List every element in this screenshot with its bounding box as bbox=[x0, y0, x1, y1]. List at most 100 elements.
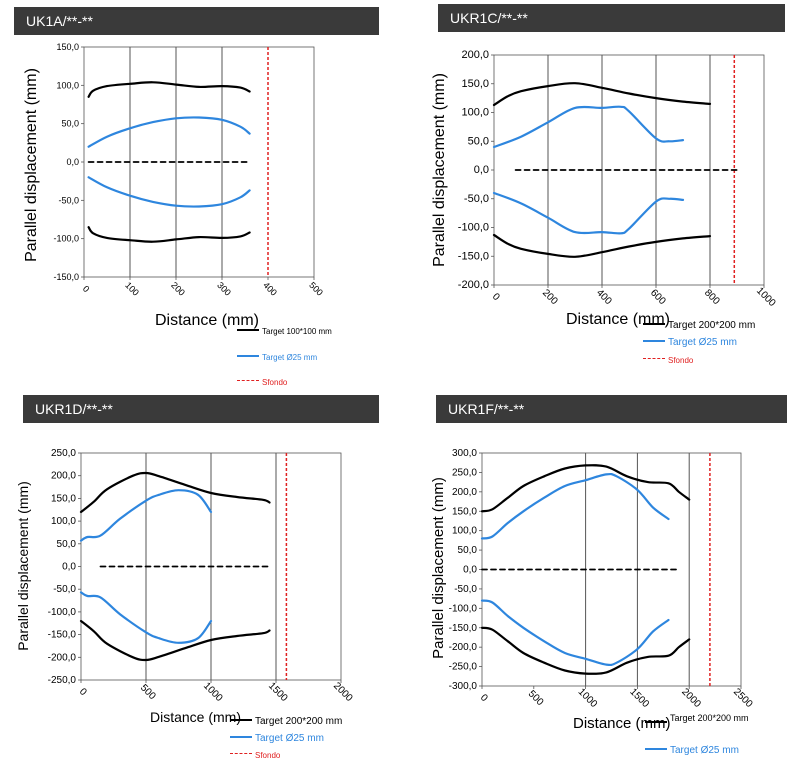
y-axis-label: Parallel displacement (mm) bbox=[431, 73, 448, 267]
y-tick-label: 50,0 bbox=[458, 545, 478, 556]
y-axis-label: Parallel displacement (mm) bbox=[15, 481, 31, 651]
legend-swatch bbox=[230, 753, 252, 755]
x-tick-label: 0 bbox=[81, 284, 92, 295]
legend-swatch bbox=[645, 747, 667, 750]
legend-item-target-200: Target 200*200 mm bbox=[230, 711, 342, 729]
y-tick-label: -50,0 bbox=[53, 584, 76, 595]
series-line bbox=[480, 599, 670, 667]
y-tick-label: -150,0 bbox=[458, 250, 489, 262]
chart-title-bar: UKR1C/**-** bbox=[438, 4, 785, 32]
chart-title-bar: UK1A/**-** bbox=[14, 7, 379, 35]
series-line bbox=[87, 116, 251, 148]
y-tick-label: 0,0 bbox=[474, 164, 489, 176]
series-line bbox=[87, 81, 251, 98]
legend-swatch bbox=[237, 380, 259, 382]
y-tick-label: -150,0 bbox=[53, 272, 79, 282]
chart-title-bar: UKR1F/**-** bbox=[436, 395, 787, 423]
legend-label: Target 200*200 mm bbox=[670, 713, 749, 723]
series-line bbox=[79, 489, 213, 542]
legend-item-target-25: Target Ø25 mm bbox=[230, 728, 324, 746]
x-axis-label: Distance (mm) bbox=[150, 709, 241, 725]
y-tick-label: 100,0 bbox=[51, 516, 76, 527]
legend-item-sfondo: Sfondo bbox=[237, 372, 287, 390]
y-axis-label: Parallel displacement (mm) bbox=[23, 68, 40, 262]
x-tick-label: 500 bbox=[526, 688, 546, 708]
y-tick-label: 150,0 bbox=[56, 42, 79, 52]
y-tick-label: 0,0 bbox=[62, 562, 76, 573]
legend-label: Sfondo bbox=[668, 356, 694, 365]
chart-ukr1d: 250,0 200,0 150,0 100,0 50,0 0,0 -50,0 -100,0 -1… bbox=[15, 448, 355, 725]
legend-swatch bbox=[237, 328, 259, 331]
y-tick-label: -100,0 bbox=[449, 603, 478, 614]
legend-label: Target Ø25 mm bbox=[670, 745, 739, 756]
legend-swatch bbox=[645, 720, 667, 723]
legend-label: Target 200*200 mm bbox=[668, 320, 756, 331]
series-line bbox=[87, 226, 251, 243]
y-tick-label: 250,0 bbox=[452, 467, 477, 478]
series-line bbox=[87, 176, 251, 208]
series-line bbox=[480, 464, 691, 513]
y-tick-label: -50,0 bbox=[464, 193, 489, 205]
legend-label: Target 200*200 mm bbox=[255, 716, 343, 727]
y-tick-label: -100,0 bbox=[53, 234, 79, 244]
legend-swatch bbox=[230, 735, 252, 738]
legend-item-target-25: Target Ø25 mm bbox=[237, 347, 317, 365]
y-tick-label: 200,0 bbox=[51, 471, 76, 482]
y-tick-label: 0,0 bbox=[66, 157, 79, 167]
y-axis-label: Parallel displacement (mm) bbox=[430, 477, 447, 659]
y-tick-label: -150,0 bbox=[48, 630, 77, 641]
y-tick-label: 150,0 bbox=[51, 493, 76, 504]
y-tick-label: 0,0 bbox=[463, 565, 477, 576]
x-axis-label: Distance (mm) bbox=[573, 715, 671, 732]
legend-label: Target Ø25 mm bbox=[262, 353, 318, 362]
y-tick-label: -50,0 bbox=[454, 584, 477, 595]
series-line bbox=[79, 471, 271, 514]
legend-swatch bbox=[237, 354, 259, 357]
y-tick-label: -300,0 bbox=[449, 681, 478, 692]
y-tick-label: -100,0 bbox=[458, 222, 489, 234]
y-tick-label: -200,0 bbox=[449, 642, 478, 653]
y-tick-label: 50,0 bbox=[468, 135, 489, 147]
y-tick-label: 50,0 bbox=[57, 539, 77, 550]
chart-title-bar: UKR1D/**-** bbox=[23, 395, 379, 423]
series-line bbox=[79, 591, 213, 644]
legend-item-sfondo: Sfondo bbox=[643, 350, 693, 368]
x-tick-label: 1500 bbox=[627, 686, 651, 710]
legend-label: Target Ø25 mm bbox=[668, 337, 737, 348]
legend-swatch bbox=[230, 718, 252, 721]
y-tick-label: 200,0 bbox=[452, 487, 477, 498]
legend-item-target-100: Target 100*100 mm bbox=[237, 321, 332, 339]
y-tick-label: 50,0 bbox=[61, 119, 79, 129]
y-tick-label: -200,0 bbox=[48, 652, 77, 663]
x-axis-label: Distance (mm) bbox=[155, 312, 259, 329]
legend-item-target-200: Target 200*200 mm bbox=[643, 315, 755, 333]
series-line bbox=[492, 105, 685, 149]
legend-item-target-25: Target Ø25 mm bbox=[645, 740, 739, 758]
y-tick-label: -250,0 bbox=[48, 675, 77, 686]
legend-swatch bbox=[643, 339, 665, 342]
y-tick-label: 200,0 bbox=[461, 49, 489, 61]
series-line bbox=[492, 233, 712, 258]
y-tick-label: -250,0 bbox=[449, 662, 478, 673]
series-line bbox=[79, 619, 271, 662]
x-tick-label: 2000 bbox=[679, 686, 703, 710]
legend-label: Target 100*100 mm bbox=[262, 327, 332, 336]
legend-label: Sfondo bbox=[262, 378, 288, 387]
y-tick-label: -100,0 bbox=[48, 607, 77, 618]
y-tick-label: 150,0 bbox=[461, 78, 489, 90]
series-line bbox=[492, 191, 685, 235]
legend-swatch bbox=[643, 322, 665, 325]
legend-item-target-25: Target Ø25 mm bbox=[643, 332, 737, 350]
y-tick-label: 250,0 bbox=[51, 448, 76, 459]
x-tick-label: 0 bbox=[478, 692, 490, 704]
series-line bbox=[480, 472, 670, 540]
y-tick-label: -50,0 bbox=[58, 195, 79, 205]
x-tick-label: 1000 bbox=[576, 686, 600, 710]
y-tick-label: 100,0 bbox=[452, 526, 477, 537]
y-tick-label: -200,0 bbox=[458, 279, 489, 291]
x-tick-label: 2500 bbox=[731, 686, 755, 710]
y-tick-label: 150,0 bbox=[452, 506, 477, 517]
series-line bbox=[480, 626, 691, 675]
